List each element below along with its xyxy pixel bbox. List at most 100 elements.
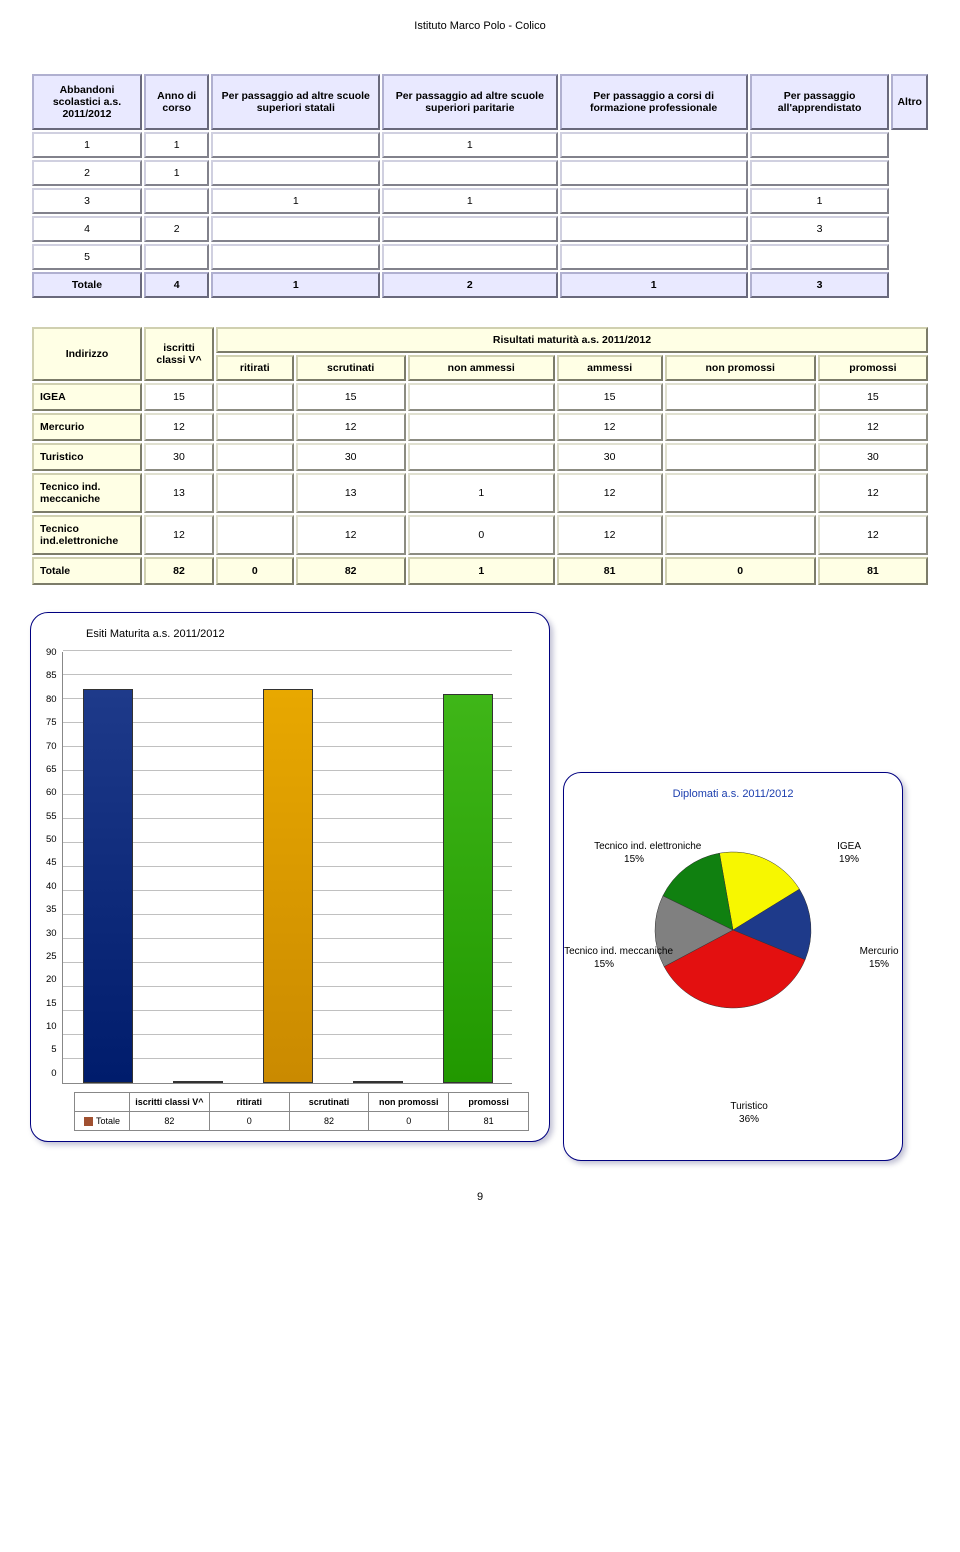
t2-cell: 12 [557,515,663,555]
t2-total-cell: 0 [216,557,294,585]
t2-cell [216,443,294,471]
t2-rowlabel: Tecnico ind. meccaniche [32,473,142,513]
t1-cell: 2 [32,160,142,186]
bar-xcat: promossi [449,1093,529,1112]
t1-total-cell: 4 [144,272,209,298]
t1-total-cell: 3 [750,272,890,298]
t2-total-label: Totale [32,557,142,585]
t2-cell [216,473,294,513]
bar [83,689,133,1083]
pie-label: Tecnico ind. meccaniche15% [564,945,644,971]
t2-total-cell: 82 [296,557,406,585]
bar-xcat: non promossi [369,1093,449,1112]
bar-chart-title: Esiti Maturita a.s. 2011/2012 [86,628,534,640]
t2-cell: 12 [818,515,928,555]
pie-wrap: IGEA19%Mercurio15%Turistico36%Tecnico in… [579,845,887,1145]
t2-rowlabel: Turistico [32,443,142,471]
bar-xval: 82 [130,1112,210,1131]
bar-chart-panel: Esiti Maturita a.s. 2011/2012 9085807570… [30,612,550,1142]
t1-cell [144,244,209,270]
t2-cell: 30 [818,443,928,471]
t2-cell: 1 [408,473,555,513]
t2-total-cell: 81 [557,557,663,585]
t2-cell: 0 [408,515,555,555]
t1-cell [750,132,890,158]
t1-cell [144,188,209,214]
bar [443,694,493,1083]
page-header: Istituto Marco Polo - Colico [30,20,930,32]
t1-col-0: Anno di corso [144,74,209,130]
bar-plot [62,652,512,1084]
t1-total-cell: 1 [211,272,380,298]
t1-cell [750,160,890,186]
t1-total-cell: 2 [382,272,557,298]
risultati-table: Indirizzo iscritti classi V^ Risultati m… [30,325,930,587]
bar-xval: 0 [369,1112,449,1131]
t2-total-cell: 1 [408,557,555,585]
t1-cell: 3 [32,188,142,214]
t1-cell: 3 [750,216,890,242]
t1-cell [382,244,557,270]
t1-total-label: Totale [32,272,142,298]
t2-rowlabel: Mercurio [32,413,142,441]
t1-cell: 1 [144,132,209,158]
t2-total-cell: 81 [818,557,928,585]
t2-cell [665,473,816,513]
t2-iscritti: 13 [144,473,214,513]
t1-cell [750,244,890,270]
bar-series-label: Totale [75,1112,130,1131]
pie-label: Tecnico ind. elettroniche15% [594,840,674,866]
t1-cell [560,216,748,242]
t1-cell [211,244,380,270]
t2-total-iscritti: 82 [144,557,214,585]
t2-cell [216,515,294,555]
t1-total-cell: 1 [560,272,748,298]
t2-cell [216,413,294,441]
t1-cell: 2 [144,216,209,242]
bar [263,689,313,1083]
bar-xval: 81 [449,1112,529,1131]
t2-col: scrutinati [296,355,406,381]
t2-cell: 12 [818,473,928,513]
charts-row: Esiti Maturita a.s. 2011/2012 9085807570… [30,612,930,1161]
pie-label: Mercurio15% [839,945,919,971]
t1-cell [560,244,748,270]
t2-total-cell: 0 [665,557,816,585]
t1-cell [382,216,557,242]
t1-cell [211,160,380,186]
t2-subhead: iscritti classi V^ [144,327,214,381]
bar [173,1081,223,1083]
t1-col-1: Per passaggio ad altre scuole superiori … [211,74,380,130]
t1-cell: 1 [211,188,380,214]
t2-cell: 15 [818,383,928,411]
bar-xval: 82 [289,1112,369,1131]
t2-cell [408,383,555,411]
t1-col-3: Per passaggio a corsi di formazione prof… [560,74,748,130]
t1-cell [560,132,748,158]
pie-label: IGEA19% [809,840,889,866]
t2-cell: 30 [557,443,663,471]
bar [353,1081,403,1083]
abandoni-table: Abbandoni scolastici a.s. 2011/2012 Anno… [30,72,930,300]
t2-left-label: Indirizzo [32,327,142,381]
t2-cell [665,515,816,555]
t2-cell: 30 [296,443,406,471]
t2-cell [665,383,816,411]
t2-cell: 13 [296,473,406,513]
t2-iscritti: 12 [144,515,214,555]
pie-label: Turistico36% [709,1100,789,1126]
t2-cell: 15 [557,383,663,411]
t1-cell [211,216,380,242]
t2-cell: 12 [296,413,406,441]
t1-cell: 5 [32,244,142,270]
t2-cell: 12 [296,515,406,555]
t2-cell [408,413,555,441]
t2-cell [665,443,816,471]
t2-cell: 12 [557,413,663,441]
t2-cell [408,443,555,471]
t1-cell: 1 [382,132,557,158]
t1-cell: 1 [32,132,142,158]
t2-cell: 15 [296,383,406,411]
bar-yaxis: 908580757065605550454035302520151050 [46,647,62,1079]
pie-chart-panel: Diplomati a.s. 2011/2012 IGEA19%Mercurio… [563,772,903,1161]
